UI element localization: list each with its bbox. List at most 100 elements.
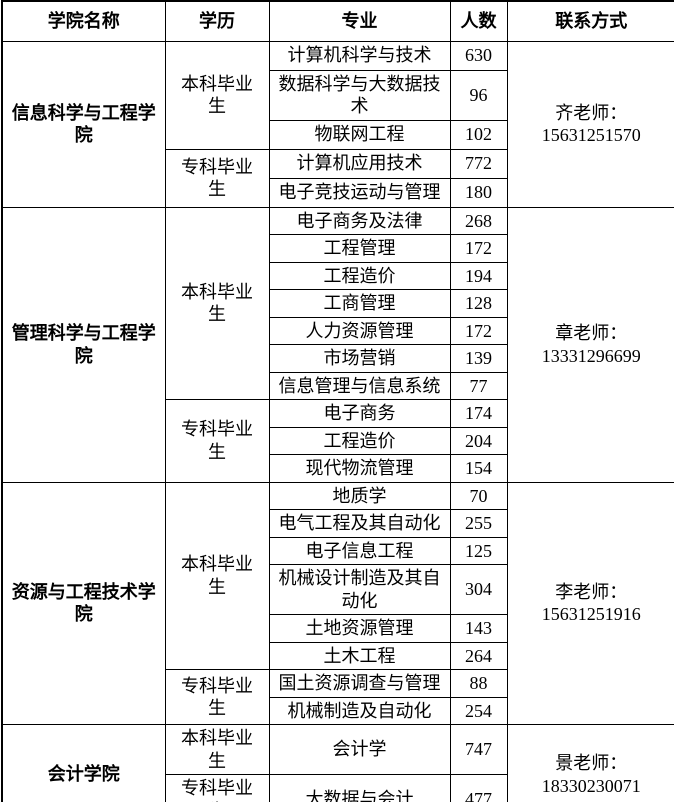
major-cell: 电子信息工程 [268,536,451,565]
major-cell: 工商管理 [268,289,451,318]
major-cell: 市场营销 [268,344,451,373]
count-cell: 143 [449,614,508,643]
major-cell: 土木工程 [268,641,451,670]
column-header-2: 专业 [268,0,451,42]
count-cell: 128 [449,289,508,318]
table-body: 信息科学与工程学院 本科毕业生 计算机科学与技术 630 齐老师： 15631251570… [1,40,674,802]
table-row: 工商管理 128 [2,289,674,318]
count-cell: 96 [449,69,508,121]
table-row: 工程管理 172 [2,234,674,263]
contact-phone: 18330230071 [541,775,641,796]
education-level-cell: 本科毕业生 [164,206,270,400]
contact-phone: 15631251570 [541,125,641,145]
major-cell: 工程管理 [268,234,451,263]
college-name-cell: 信息科学与工程学院 [1,40,166,208]
table-row: 电子竞技运动与管理 180 [2,177,674,208]
table-row: 专科毕业生大数据与会计477 [2,774,674,802]
education-level-cell: 本科毕业生 [164,481,270,670]
major-cell: 现代物流管理 [268,454,451,483]
count-cell: 125 [449,536,508,565]
count-cell: 477 [449,774,508,802]
contact-name: 李老师： [555,581,628,602]
table-row: 电子信息工程 125 [2,536,674,565]
major-cell: 电子商务 [268,399,451,428]
table-row: 物联网工程 102 [2,119,674,150]
major-cell: 土地资源管理 [268,614,451,643]
table-row: 管理科学与工程学院 本科毕业生 电子商务及法律 268 章老师： 13331296699 [1,206,674,483]
education-level-cell: 专科毕业生 [164,669,270,725]
count-cell: 88 [449,669,508,698]
college-name-cell: 管理科学与工程学院 [1,206,166,483]
major-cell: 机械设计制造及其自动化 [268,564,451,615]
table-row: 市场营销 139 [2,344,674,373]
major-cell: 信息管理与信息系统 [268,371,451,400]
table-row: 会计学院 本科毕业生 会计学 747 景老师： 18330230071 [1,724,674,802]
major-cell: 人力资源管理 [268,316,451,345]
column-header-1: 学历 [164,0,270,42]
college-name-cell: 资源与工程技术学院 [1,481,166,725]
contact-name: 章老师： [555,323,628,343]
table-row: 信息科学与工程学院 本科毕业生 计算机科学与技术 630 齐老师： 15631251570 [1,40,674,208]
major-cell: 电气工程及其自动化 [268,509,451,538]
table-row: 机械设计制造及其自动化 304 [2,564,674,615]
count-cell: 172 [449,316,508,345]
major-cell: 机械制造及自动化 [268,696,451,725]
count-cell: 304 [449,564,508,615]
column-header-0: 学院名称 [1,0,166,42]
count-cell: 255 [449,509,508,538]
major-cell: 工程造价 [268,261,451,290]
count-cell: 154 [449,454,508,483]
major-cell: 工程造价 [268,426,451,455]
contact-cell: 齐老师： 15631251570 [506,40,674,208]
header-row: 学院名称 学历 专业 人数 联系方式 [1,0,674,42]
major-cell: 地质学 [268,481,451,510]
major-cell: 国土资源调查与管理 [268,669,451,698]
table-row: 资源与工程技术学院 本科毕业生 地质学 70 李老师： 15631251916 [1,481,674,725]
count-cell: 268 [449,206,508,235]
major-cell: 会计学 [268,724,451,775]
major-cell: 电子竞技运动与管理 [268,177,451,208]
education-level-cell: 本科毕业生 [164,724,270,775]
table-row: 土木工程 264 [2,641,674,670]
count-cell: 194 [449,261,508,290]
table-row: 工程造价 194 [2,261,674,290]
table-row: 专科毕业生 电子商务 174 [2,399,674,483]
column-header-4: 联系方式 [506,0,674,42]
education-level-cell: 本科毕业生 [164,40,270,150]
education-level-cell: 专科毕业生 [164,399,270,483]
contact-name: 景老师： [555,753,628,773]
education-level-cell: 专科毕业生 [164,774,270,802]
count-cell: 77 [449,371,508,400]
major-cell: 计算机应用技术 [268,148,451,179]
table-row: 电气工程及其自动化 255 [2,509,674,538]
count-cell: 172 [449,234,508,263]
table-row: 机械制造及自动化 254 [2,696,674,725]
table-row: 工程造价 204 [2,426,674,455]
count-cell: 204 [449,426,508,455]
table-row: 数据科学与大数据技术 96 [2,69,674,121]
table-row: 信息管理与信息系统 77 [2,371,674,400]
count-cell: 254 [449,696,508,725]
major-cell: 计算机科学与技术 [268,40,451,71]
count-cell: 102 [449,119,508,150]
count-cell: 174 [449,399,508,428]
column-header-3: 人数 [449,0,508,42]
major-cell: 数据科学与大数据技术 [268,69,451,121]
major-cell: 物联网工程 [268,119,451,150]
count-cell: 747 [449,724,508,775]
count-cell: 630 [449,40,508,71]
major-cell: 大数据与会计 [268,774,451,802]
contact-cell: 章老师： 13331296699 [506,206,674,483]
count-cell: 70 [449,481,508,510]
count-cell: 180 [449,177,508,208]
contact-name: 齐老师： [555,102,628,123]
major-cell: 电子商务及法律 [268,206,451,235]
table-row: 土地资源管理 143 [2,614,674,643]
count-cell: 772 [449,148,508,179]
contact-phone: 15631251916 [541,604,641,625]
table-row: 现代物流管理 154 [2,454,674,483]
education-level-cell: 专科毕业生 [164,148,270,208]
contact-cell: 李老师： 15631251916 [506,481,674,725]
